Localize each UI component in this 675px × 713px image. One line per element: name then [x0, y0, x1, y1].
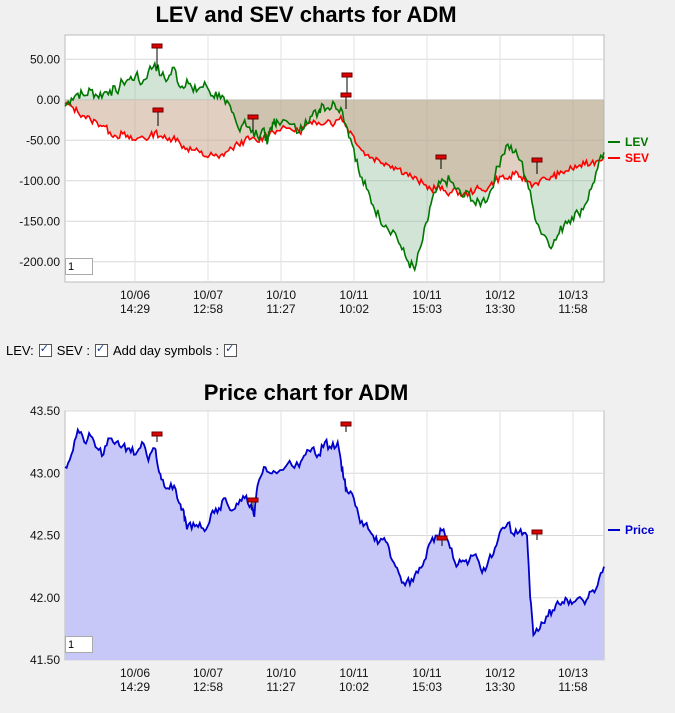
x-tick-label: 10/10 [266, 288, 296, 302]
x-tick-label: 10/06 [120, 666, 150, 680]
x-tick-label: 10/13 [558, 666, 588, 680]
price-chart-title: Price chart for ADM [203, 380, 409, 405]
day-symbol-flag [151, 43, 163, 49]
x-tick-label: 15:03 [412, 302, 442, 316]
x-tick-label: 11:27 [266, 680, 295, 694]
day-symbol-flag [247, 497, 259, 503]
x-tick-label: 14:29 [120, 302, 150, 316]
x-tick-label: 10/07 [193, 666, 223, 680]
x-tick-label: 10/11 [339, 666, 368, 680]
lev-sev-chart: 50.00 0.00 -50.00 -100.00 -150.00 -200.00 10/0… [19, 34, 649, 316]
price-area-fill [65, 429, 604, 660]
lev-series-line [64, 60, 605, 273]
x-tick-label: 10:02 [339, 302, 369, 316]
sev-series-line [64, 101, 605, 199]
sev-checkbox[interactable] [94, 342, 108, 357]
x-tick-label: 10/11 [412, 666, 441, 680]
lev-checkbox[interactable] [38, 342, 52, 357]
y-tick-label: -50.00 [26, 133, 60, 147]
x-tick-label: 13:30 [485, 302, 515, 316]
y-tick-label: 50.00 [30, 52, 60, 66]
x-tick-label: 10/07 [193, 288, 223, 302]
chart2-zoom-input[interactable]: 1 [65, 636, 93, 653]
x-tick-label: 14:29 [120, 680, 150, 694]
sev-checkbox-label: SEV : [56, 343, 90, 358]
day-symbol-flag [435, 154, 447, 160]
day-symbols-checkbox[interactable] [224, 342, 238, 357]
x-tick-label: 10/11 [412, 288, 441, 302]
x-tick-label: 10:02 [339, 680, 369, 694]
x-tick-label: 11:58 [558, 680, 587, 694]
price-legend-label: Price [625, 523, 655, 537]
day-symbol-flag [341, 72, 353, 78]
x-tick-label: 10/12 [485, 666, 515, 680]
sev-area-fill [65, 99, 604, 197]
y-tick-label: 43.00 [30, 466, 60, 480]
x-tick-label: 10/10 [266, 666, 296, 680]
x-tick-label: 11:27 [266, 302, 295, 316]
lev-sev-chart-title: LEV and SEV charts for ADM [155, 2, 457, 27]
x-tick-label: 12:58 [193, 302, 223, 316]
y-tick-label: 42.00 [30, 591, 60, 605]
x-tick-label: 13:30 [485, 680, 515, 694]
y-tick-label: 0.00 [37, 93, 61, 107]
x-tick-label: 10/11 [339, 288, 368, 302]
day-symbol-flag [247, 114, 259, 120]
x-tick-label: 11:58 [558, 302, 587, 316]
day-symbol-flag [531, 157, 543, 163]
x-tick-label: 10/13 [558, 288, 588, 302]
y-tick-label: -150.00 [19, 214, 60, 228]
lev-legend-label: LEV [625, 135, 648, 149]
sev-legend-label: SEV [625, 151, 649, 165]
chart1-zoom-input[interactable]: 1 [65, 258, 93, 275]
x-tick-label: 10/12 [485, 288, 515, 302]
day-symbol-flag [151, 431, 163, 437]
x-tick-label: 10/06 [120, 288, 150, 302]
y-tick-label: -100.00 [19, 174, 60, 188]
day-symbol-flag [340, 421, 352, 427]
y-tick-label: 42.50 [30, 529, 60, 543]
y-tick-label: -200.00 [19, 255, 60, 269]
price-series-line [64, 427, 605, 638]
lev-checkbox-label: LEV: [6, 343, 34, 358]
day-symbol-flag [152, 107, 164, 113]
day-symbol-flag [436, 535, 448, 541]
day-symbol-flag [340, 92, 352, 98]
x-tick-label: 15:03 [412, 680, 442, 694]
y-tick-label: 43.50 [30, 404, 60, 418]
chart-controls: LEV: SEV : Add day symbols : [6, 342, 239, 358]
x-tick-label: 12:58 [193, 680, 223, 694]
day-symbols-checkbox-label: Add day symbols : [112, 343, 220, 358]
y-tick-label: 41.50 [30, 653, 60, 667]
day-symbol-flag [531, 529, 543, 535]
